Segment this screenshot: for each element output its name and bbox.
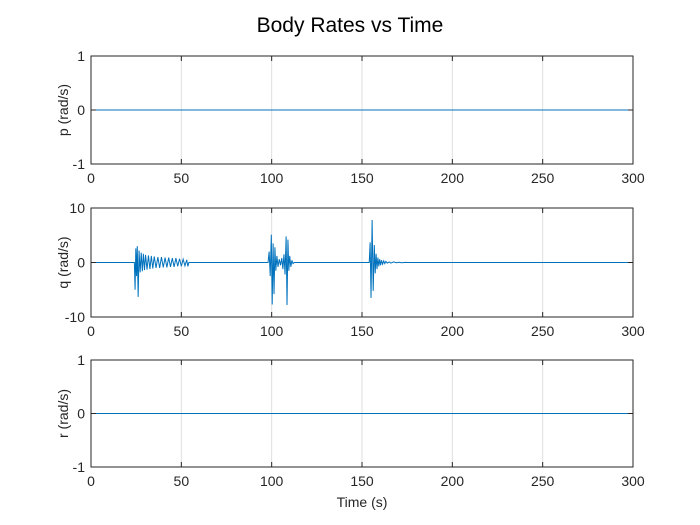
x-tick-label-r-200: 200 [441,473,465,489]
y-tick-label-p-1: 1 [77,48,85,64]
y-tick-label-q-0: 0 [77,255,85,271]
x-tick-label-r-50: 50 [174,473,190,489]
y-tick-label-p-0: 0 [77,102,85,118]
y-tick-label-p--1: -1 [73,156,86,172]
x-tick-label-q-100: 100 [260,323,284,339]
x-tick-label-q-0: 0 [87,323,95,339]
x-tick-label-r-0: 0 [87,473,95,489]
y-tick-label-r-1: 1 [77,352,85,368]
x-tick-label-p-300: 300 [621,170,645,186]
y-tick-label-r-0: 0 [77,406,85,422]
figure-title: Body Rates vs Time [257,14,444,37]
series-line-q [91,219,633,306]
y-tick-label-r--1: -1 [73,459,86,475]
x-axis-label: Time (s) [337,494,388,510]
x-tick-label-q-200: 200 [441,323,465,339]
y-tick-label-q--10: -10 [65,309,85,325]
x-tick-label-p-200: 200 [441,170,465,186]
x-tick-label-r-100: 100 [260,473,284,489]
x-tick-label-q-150: 150 [350,323,374,339]
y-tick-label-q-10: 10 [69,200,85,216]
x-tick-label-p-0: 0 [87,170,95,186]
y-axis-label-r: r (rad/s) [55,389,71,438]
x-tick-label-r-250: 250 [531,473,555,489]
x-tick-label-p-100: 100 [260,170,284,186]
x-tick-label-r-150: 150 [350,473,374,489]
x-tick-label-q-250: 250 [531,323,555,339]
x-tick-label-q-50: 50 [174,323,190,339]
x-tick-label-p-150: 150 [350,170,374,186]
y-axis-label-p: p (rad/s) [55,84,71,136]
y-axis-label-q: q (rad/s) [55,236,71,288]
x-tick-label-r-300: 300 [621,473,645,489]
x-tick-label-p-250: 250 [531,170,555,186]
x-tick-label-q-300: 300 [621,323,645,339]
x-tick-label-p-50: 50 [174,170,190,186]
